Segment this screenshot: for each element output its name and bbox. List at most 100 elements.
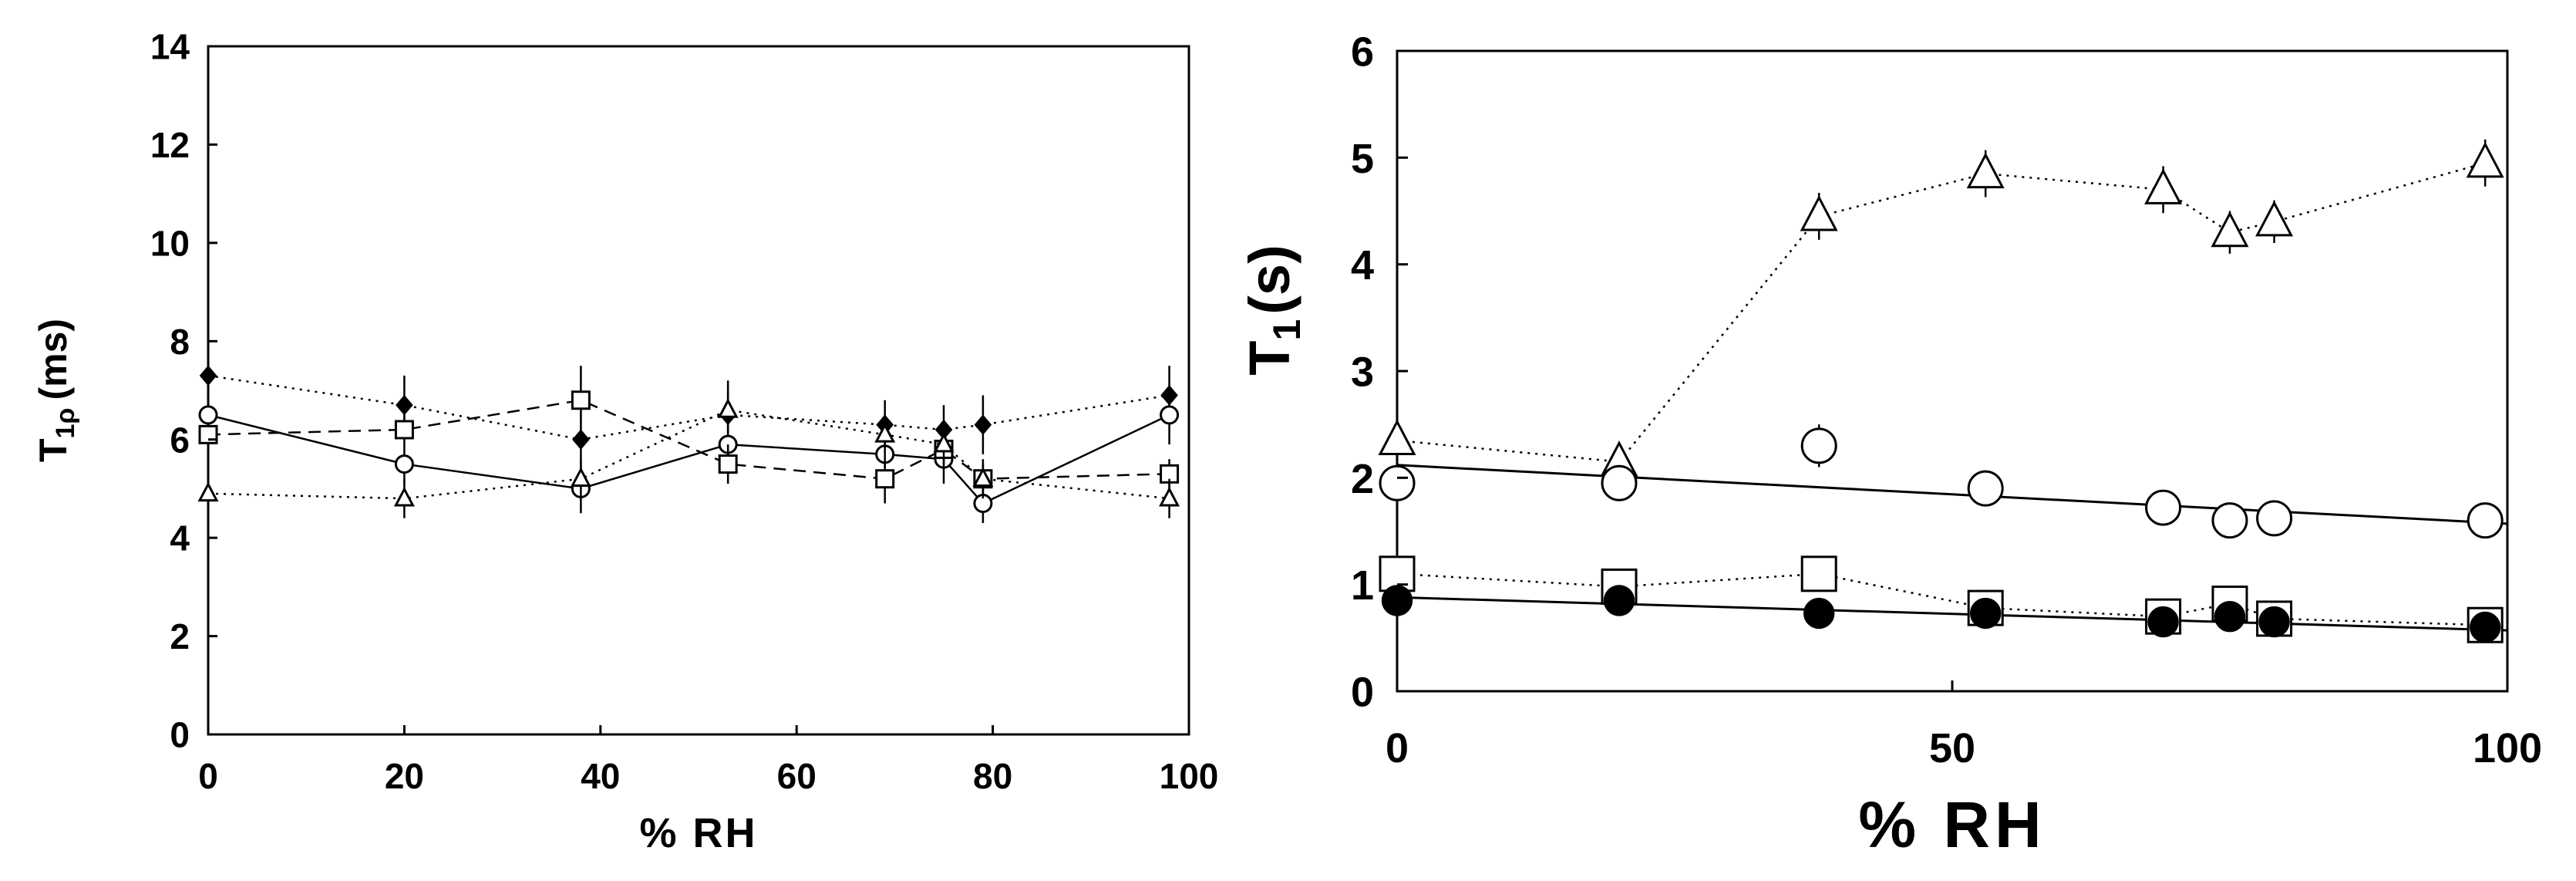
right-series-1-point xyxy=(2466,141,2504,178)
left-y-label-main: T xyxy=(32,438,75,462)
right-series-1-point xyxy=(1966,152,2005,189)
right-series-4 xyxy=(1381,585,2501,643)
right-series-3 xyxy=(1379,555,2504,643)
left-y-label-sub: 1ρ xyxy=(51,408,80,439)
right-series-2-point xyxy=(2145,489,2182,526)
right-series-1-point xyxy=(1800,194,1838,231)
left-series-1-point xyxy=(199,365,217,386)
right-series-4-point xyxy=(1381,585,1413,616)
left-y-tick-label: 0 xyxy=(170,715,190,755)
right-fit-line-1 xyxy=(1396,464,2508,525)
left-y-axis-label: T1ρ (ms) xyxy=(32,319,80,462)
right-series-4-point xyxy=(1803,597,1835,630)
right-series-4-point xyxy=(2147,606,2179,638)
right-series-2-point xyxy=(2256,500,2293,537)
right-series-1-point xyxy=(2144,168,2183,204)
right-y-axis-label: T1 (s) xyxy=(1237,245,1308,375)
right-series-2-point xyxy=(1800,427,1837,464)
right-series-1-point xyxy=(1378,419,1416,456)
right-series-1-line xyxy=(1396,162,2486,463)
right-series-2-point xyxy=(2211,502,2248,539)
right-series-2-point xyxy=(2467,502,2504,539)
left-series-3 xyxy=(198,366,1180,504)
right-y-tick-label: 2 xyxy=(1351,456,1374,502)
left-series-4-point xyxy=(1159,486,1180,507)
left-series-3-point xyxy=(571,390,591,410)
right-y-tick-label: 0 xyxy=(1351,669,1374,715)
right-series-4-point xyxy=(1603,585,1635,616)
right-tick-layer: 0 1 2 3 4 5 6 0 50 100 xyxy=(1351,29,2542,771)
left-series-4-point xyxy=(972,467,994,487)
right-plot-frame xyxy=(1396,49,2509,693)
left-series-3-point xyxy=(875,469,895,489)
left-series-3-point xyxy=(394,420,414,440)
left-series-3-point xyxy=(718,454,738,474)
left-series-1 xyxy=(199,365,1178,469)
left-x-tick-label: 100 xyxy=(1160,756,1219,796)
left-chart: 0 2 4 6 8 10 12 14 0 20 40 60 80 100 % RH T1ρ (ms) xyxy=(32,27,1218,856)
left-x-tick-label: 20 xyxy=(385,756,424,796)
left-x-axis-label: % RH xyxy=(639,810,757,856)
right-y-tick-label: 6 xyxy=(1351,29,1374,75)
left-series-layer xyxy=(197,365,1180,524)
left-series-4-point xyxy=(933,432,955,453)
right-y-tick-label: 5 xyxy=(1351,136,1374,182)
left-y-tick-label: 2 xyxy=(170,616,190,657)
left-y-tick-label: 8 xyxy=(170,322,190,362)
left-series-2-point xyxy=(1160,405,1180,425)
left-series-2 xyxy=(198,385,1180,524)
right-x-axis-label: % RH xyxy=(1858,788,2046,861)
right-series-2-point xyxy=(1601,464,1638,501)
right-series-4-point xyxy=(2470,611,2501,643)
left-y-tick-label: 12 xyxy=(150,125,190,165)
right-y-tick-label: 4 xyxy=(1351,242,1374,289)
left-series-4 xyxy=(197,390,1180,518)
right-x-tick-label: 50 xyxy=(1929,725,1975,771)
right-y-label-unit: (s) xyxy=(1237,245,1301,314)
left-series-1-point xyxy=(572,429,590,451)
right-series-1-point xyxy=(2211,211,2249,248)
left-series-4-point xyxy=(717,398,739,418)
left-series-3-line xyxy=(207,399,1170,480)
right-y-label-sub: 1 xyxy=(1265,319,1308,341)
left-y-tick-label: 4 xyxy=(170,518,190,559)
left-series-1-point xyxy=(974,414,992,435)
left-series-4-point xyxy=(393,486,415,507)
right-series-4-point xyxy=(1970,597,2002,630)
left-series-4-point xyxy=(874,423,896,443)
left-series-4-point xyxy=(570,467,591,487)
right-fit-line-2 xyxy=(1396,596,2508,632)
left-tick-layer: 0 2 4 6 8 10 12 14 0 20 40 60 80 100 xyxy=(150,27,1219,796)
left-series-1-line xyxy=(207,374,1170,440)
right-series-2 xyxy=(1379,424,2504,539)
left-series-1-point xyxy=(396,394,413,416)
left-plot-frame xyxy=(207,45,1190,736)
right-series-4-point xyxy=(2214,600,2246,633)
right-y-tick-label: 1 xyxy=(1351,562,1374,609)
right-y-tick-label: 3 xyxy=(1351,349,1374,395)
right-series-3-point xyxy=(1800,555,1837,592)
left-x-tick-label: 60 xyxy=(777,756,817,796)
right-series-3-line xyxy=(1396,572,2486,626)
left-series-2-point xyxy=(394,454,414,474)
right-series-2-point xyxy=(1379,464,1416,501)
left-y-tick-label: 14 xyxy=(150,27,190,67)
left-x-tick-label: 40 xyxy=(581,756,620,796)
left-x-tick-label: 80 xyxy=(973,756,1012,796)
left-y-label-unit: (ms) xyxy=(32,319,75,400)
right-y-label-main: T xyxy=(1237,341,1301,376)
left-y-tick-label: 6 xyxy=(170,420,190,460)
right-x-tick-label: 100 xyxy=(2473,725,2542,771)
left-series-2-line xyxy=(207,413,1170,505)
right-series-layer xyxy=(1378,139,2508,643)
right-series-4-point xyxy=(2258,606,2290,638)
right-series-1-point xyxy=(2255,200,2294,237)
left-series-2-point xyxy=(198,405,218,425)
right-series-1 xyxy=(1378,139,2504,478)
left-series-4-point xyxy=(197,481,219,502)
right-x-tick-label: 0 xyxy=(1386,725,1409,771)
left-y-tick-label: 10 xyxy=(150,223,190,263)
right-series-2-point xyxy=(1967,470,2004,507)
